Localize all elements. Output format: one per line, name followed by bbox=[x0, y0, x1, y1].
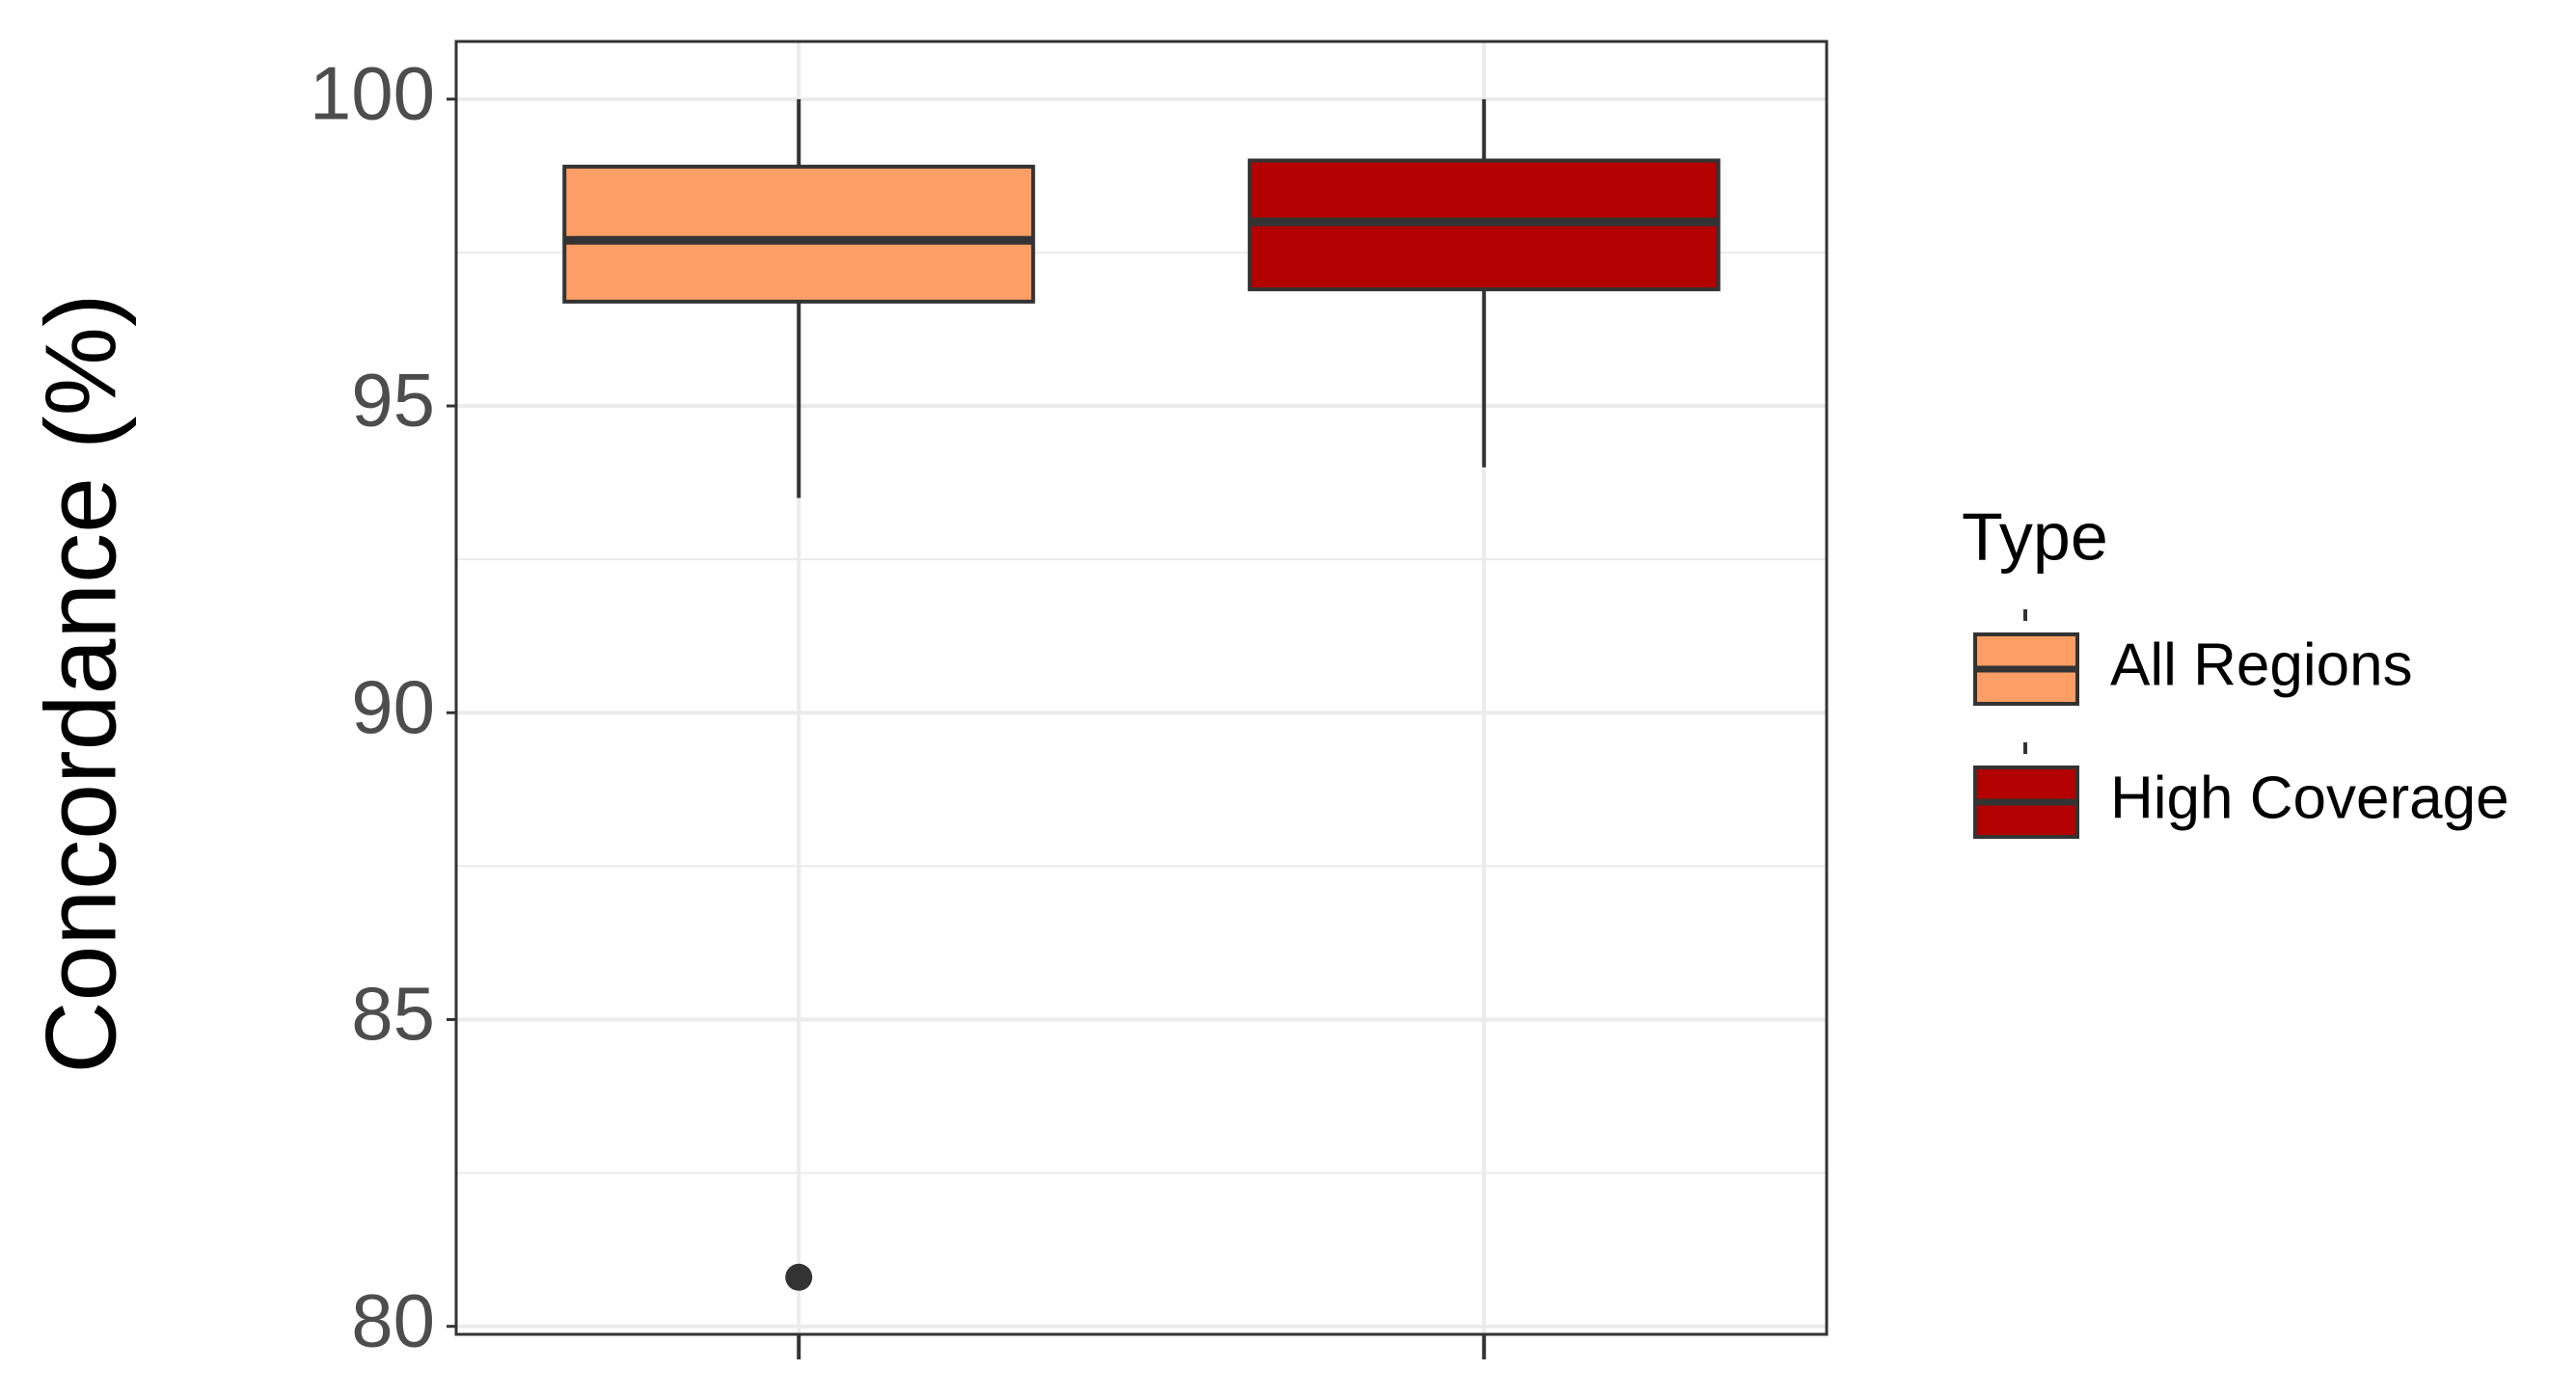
legend-label: All Regions bbox=[2110, 631, 2413, 698]
y-tick-label: 100 bbox=[310, 50, 435, 135]
y-tick-label: 95 bbox=[351, 358, 435, 443]
legend-title: Type bbox=[1962, 498, 2108, 574]
outlier bbox=[785, 1263, 813, 1291]
box bbox=[562, 164, 1036, 304]
y-tick-label: 90 bbox=[351, 664, 435, 749]
plot-border bbox=[454, 40, 1829, 1336]
y-axis-title: Concordance (%) bbox=[25, 293, 137, 1073]
legend-label: High Coverage bbox=[2110, 765, 2509, 831]
y-tick-label: 80 bbox=[351, 1277, 435, 1362]
y-tick-label: 85 bbox=[351, 971, 435, 1056]
